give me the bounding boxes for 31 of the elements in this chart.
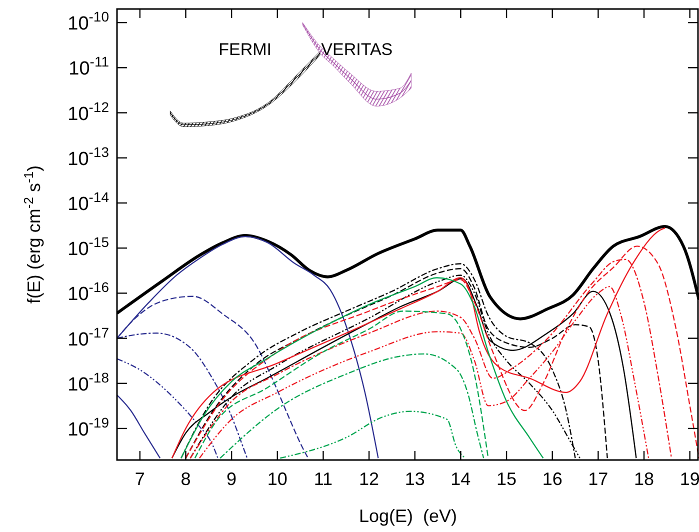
x-tick-label: 19 — [680, 469, 699, 489]
y-tick-label: 10$^{-17}$ — [68, 324, 110, 350]
x-tick-label: 18 — [634, 469, 654, 489]
x-tick-label: 14 — [450, 469, 471, 489]
x-tick-label: 10 — [267, 469, 288, 489]
x-tick-label: 13 — [404, 469, 425, 489]
x-tick-label: 8 — [180, 469, 191, 489]
line-series — [117, 358, 218, 459]
line-series — [280, 410, 466, 459]
y-tick-label: 10$^{-18}$ — [68, 369, 110, 396]
y-tick-label: 10$^{-12}$ — [68, 98, 110, 125]
x-tick-label: 7 — [134, 469, 145, 489]
y-tick-label: 10$^{-14}$ — [68, 188, 110, 215]
x-tick-label: 16 — [542, 469, 562, 489]
x-axis-title: Log(E) (eV) — [358, 506, 458, 526]
y-tick-label: 10$^{-15}$ — [68, 234, 110, 260]
y-tick-label: 10$^{-19}$ — [68, 414, 110, 440]
line-series — [117, 394, 161, 459]
line-series — [194, 310, 489, 459]
y-tick-label: 10$^{-11}$ — [68, 54, 110, 80]
y-tick-label: 10$^{-16}$ — [68, 279, 110, 306]
y-tick-label: 10$^{-10}$ — [68, 8, 110, 35]
x-tick-label: 15 — [496, 469, 517, 489]
series-label: VERITAS — [321, 40, 393, 59]
x-tick-label: 9 — [226, 469, 237, 489]
series-label: FERMI — [218, 40, 272, 59]
x-tick-label: 12 — [359, 469, 380, 489]
line-series — [220, 353, 484, 459]
x-tick-label: 11 — [314, 469, 333, 489]
y-tick-label: 10$^{-13}$ — [68, 144, 110, 170]
x-tick-label: 17 — [588, 469, 608, 489]
